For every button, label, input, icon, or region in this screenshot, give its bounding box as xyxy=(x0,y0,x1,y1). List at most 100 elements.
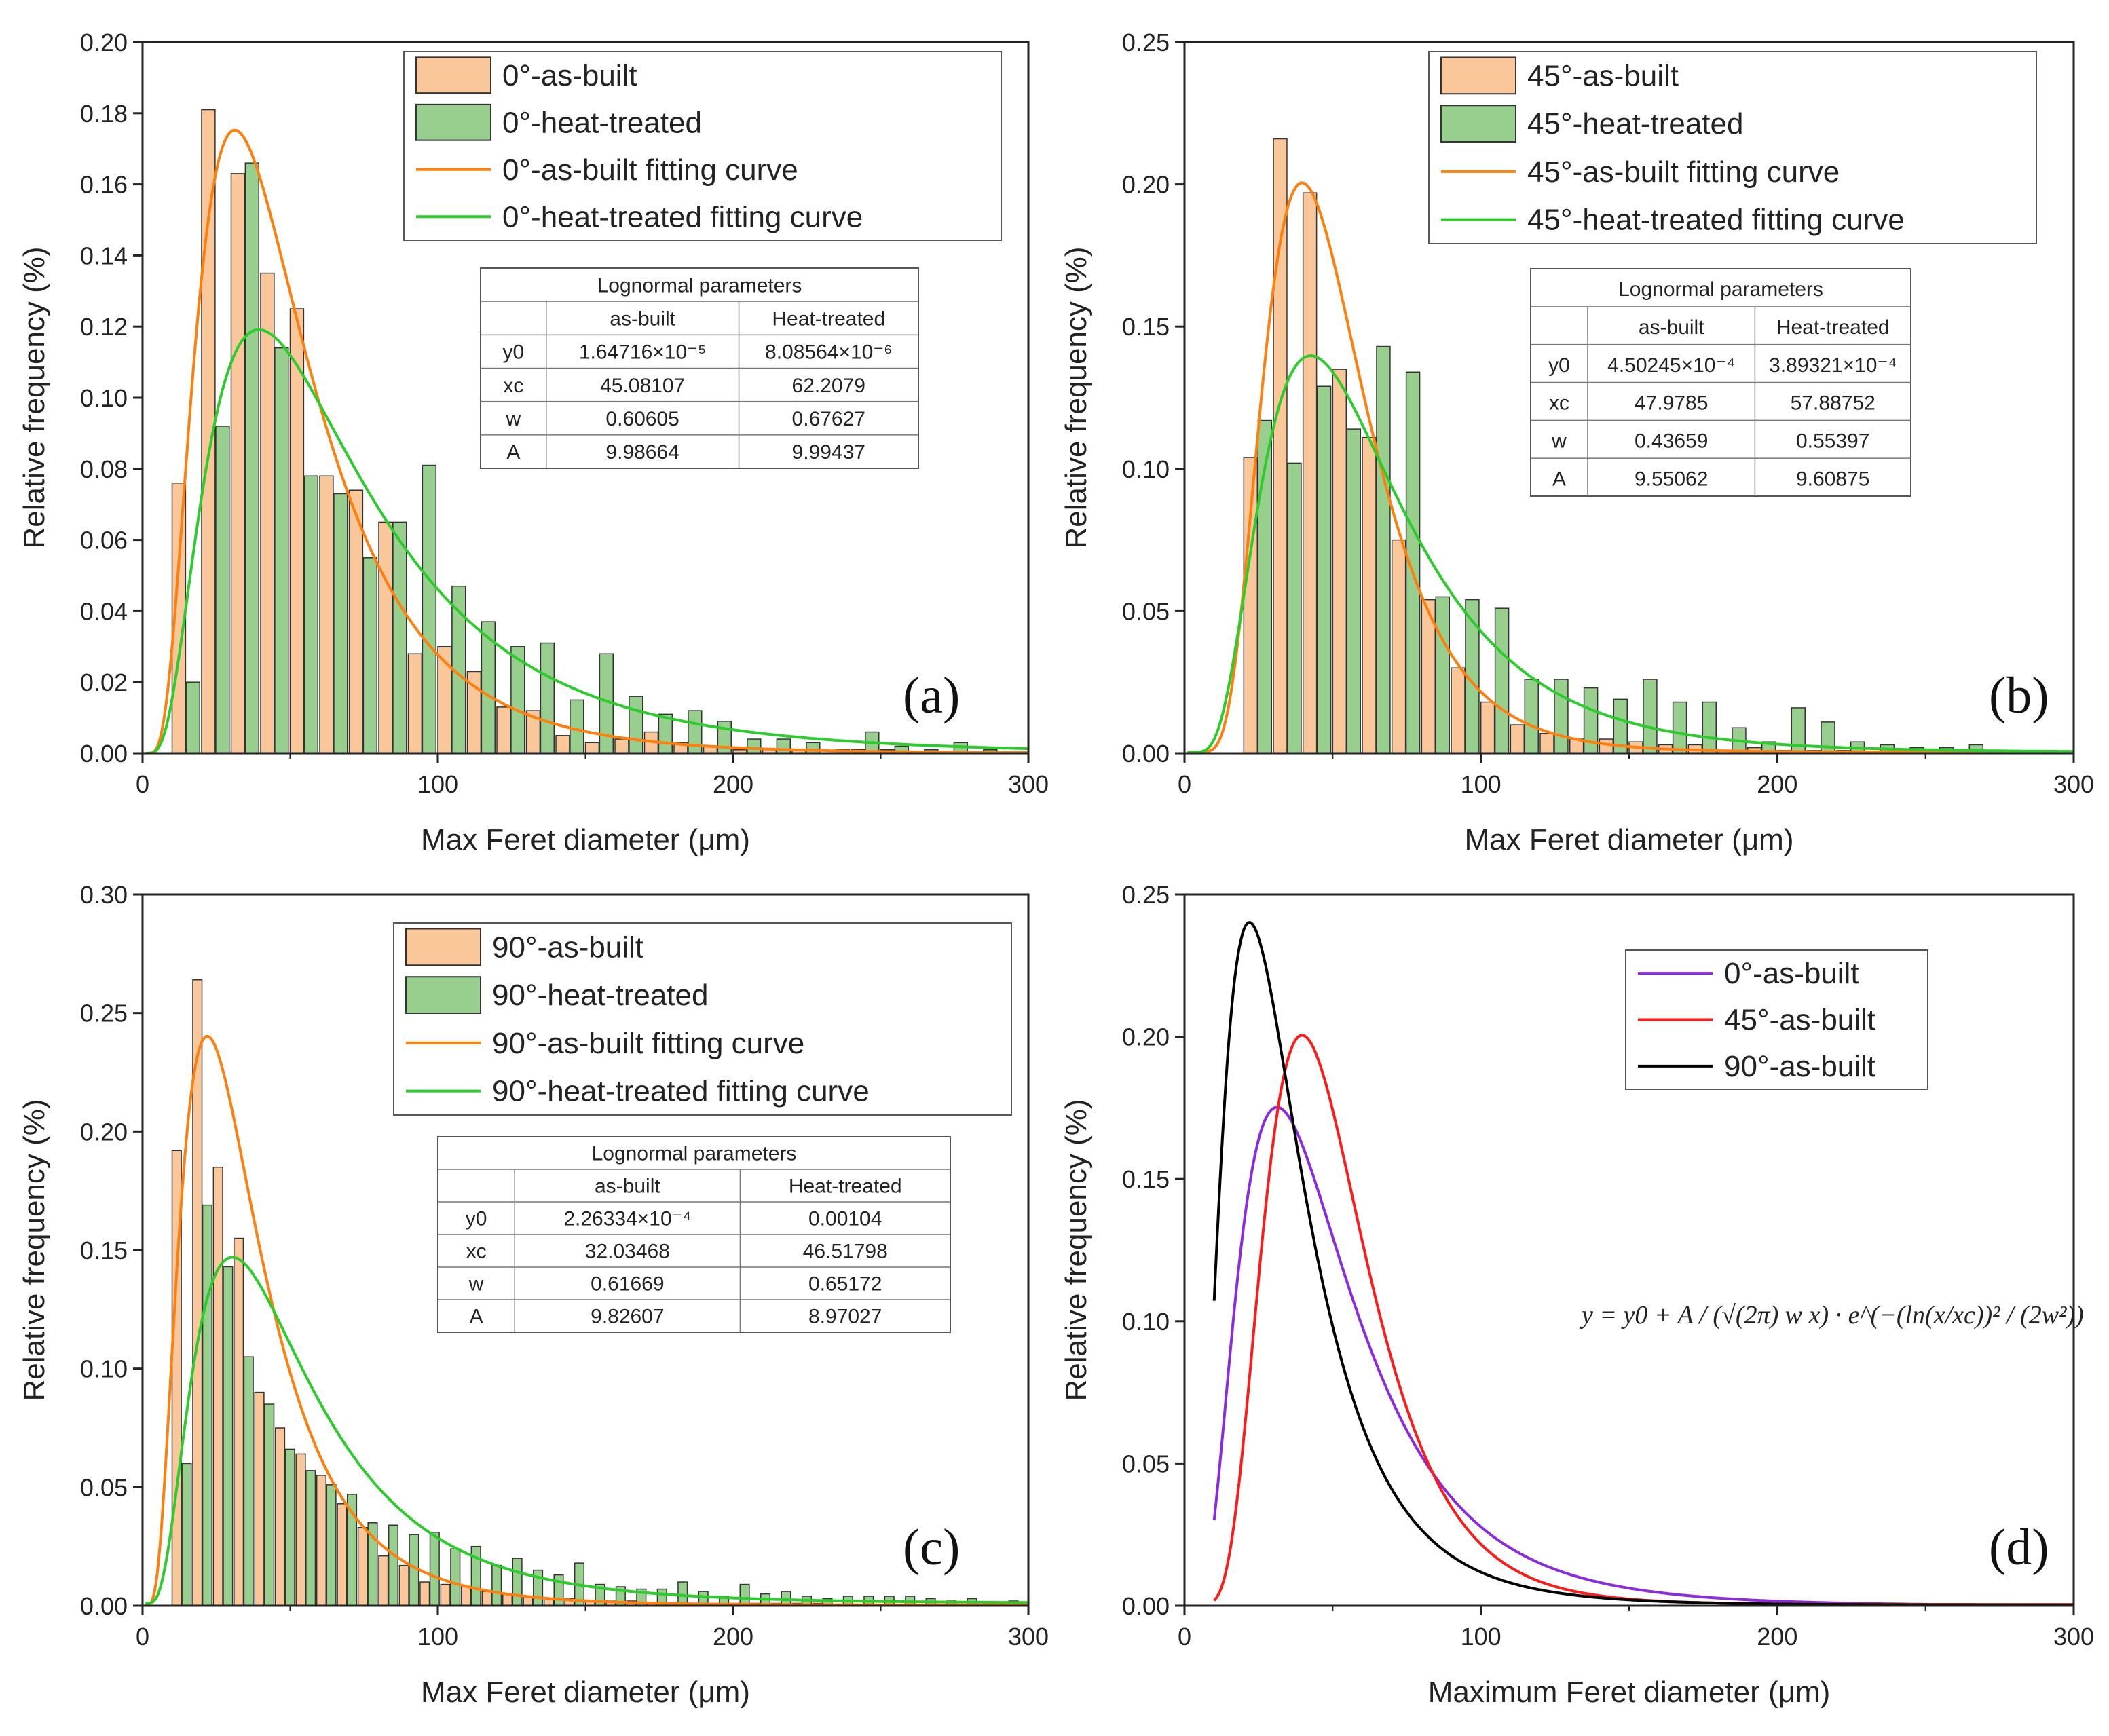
bar-as-built xyxy=(732,749,747,753)
bar-heat-treated xyxy=(1405,371,1421,753)
table-cell: y0 xyxy=(1548,354,1570,377)
parameter-table: Lognormal parameters as-built Heat-treated… xyxy=(1530,268,1911,497)
x-axis-title: Max Feret diameter (μm) xyxy=(421,823,750,856)
bar-heat-treated xyxy=(1346,428,1362,753)
bar-as-built xyxy=(234,1237,244,1606)
table-cell: xc xyxy=(503,375,523,397)
y-tick-label: 0.10 xyxy=(80,384,128,412)
table-title: Lognormal parameters xyxy=(597,274,802,297)
table-cell: 9.98664 xyxy=(605,441,679,464)
bar-as-built xyxy=(398,1564,409,1606)
legend-label: 90°-heat-treated xyxy=(492,979,708,1012)
table-header: Heat-treated xyxy=(1776,316,1890,339)
parameter-table: Lognormal parameters as-built Heat-treated… xyxy=(480,267,919,469)
legend: 0°-as-built 45°-as-built 90°-as-built xyxy=(1625,949,1928,1090)
fit-curve-2 xyxy=(145,328,1028,753)
bar-heat-treated xyxy=(244,162,260,753)
bar-heat-treated xyxy=(658,713,673,753)
legend-label: 90°-as-built fitting curve xyxy=(492,1027,804,1060)
y-tick-label: 0.04 xyxy=(80,597,128,625)
x-tick-label: 200 xyxy=(1757,770,1797,798)
table-cell: w xyxy=(1551,430,1567,453)
bar-heat-treated xyxy=(392,521,407,753)
bar-heat-treated xyxy=(1821,721,1835,753)
panel-b: 0 100 200 300 0.00 0.05 0.10 0.15 0.20 0.25 Max Fe… xyxy=(1060,29,2094,856)
table-cell: 1.64716×10⁻⁵ xyxy=(579,341,707,364)
y-axis-title: Relative frequency (%) xyxy=(1060,246,1093,548)
legend-label: 45°-as-built xyxy=(1527,59,1679,92)
y-tick-label: 0.10 xyxy=(1122,1308,1170,1336)
table-cell: y0 xyxy=(503,341,525,364)
bar-heat-treated xyxy=(822,1598,833,1606)
y-tick-label: 0.05 xyxy=(80,1473,128,1501)
table-header: as-built xyxy=(1639,316,1704,339)
legend-label: 45°-as-built fitting curve xyxy=(1527,155,1840,189)
bar-heat-treated xyxy=(223,1266,234,1606)
y-tick-label: 0.14 xyxy=(80,242,128,269)
table-cell: 8.97027 xyxy=(808,1306,882,1328)
table-cell: 8.08564×10⁻⁶ xyxy=(765,341,893,364)
x-tick-label: 300 xyxy=(2053,770,2094,798)
panel-d: 0 100 200 300 0.00 0.05 0.10 0.15 0.20 0.25 Maximu… xyxy=(1060,881,2094,1709)
panel-letter: (d) xyxy=(1989,1519,2049,1576)
bar-heat-treated xyxy=(1643,679,1658,753)
y-tick-label: 0.16 xyxy=(80,171,128,199)
fit-curve-2 xyxy=(1187,354,2074,753)
bar-heat-treated xyxy=(450,1548,461,1606)
bar-as-built xyxy=(201,109,216,753)
table-cell: 62.2079 xyxy=(792,375,865,397)
bar-as-built xyxy=(1391,539,1406,753)
lognormal-formula: y = y0 + A / (√(2π) w x) · e^(−(ln(x/xc)… xyxy=(1579,1301,2084,1329)
parameter-table: Lognormal parameters as-built Heat-treated… xyxy=(437,1136,951,1333)
bar-as-built xyxy=(254,1391,265,1606)
y-tick-label: 0.00 xyxy=(80,1592,128,1620)
bar-heat-treated xyxy=(629,696,643,753)
bar-as-built xyxy=(289,308,305,753)
bar-heat-treated xyxy=(388,1524,398,1606)
table-cell: 4.50245×10⁻⁴ xyxy=(1607,354,1735,377)
y-tick-label: 0.00 xyxy=(1122,1592,1170,1620)
y-tick-label: 0.00 xyxy=(1122,740,1170,768)
panel-letter: (b) xyxy=(1989,667,2049,724)
series-heat-treated xyxy=(185,162,998,753)
bar-heat-treated xyxy=(470,1545,481,1606)
formula-text: y = y0 + A / (√(2π) w x) · e^(−(ln(x/xc)… xyxy=(1579,1301,2084,1329)
table-header: as-built xyxy=(610,308,675,331)
bar-heat-treated xyxy=(481,621,496,753)
y-tick-label: 0.10 xyxy=(1122,455,1170,483)
table-cell: 9.55062 xyxy=(1635,468,1708,490)
bar-as-built xyxy=(1480,701,1495,753)
bar-as-built xyxy=(461,1586,472,1606)
legend-label: 90°-as-built xyxy=(1724,1050,1875,1083)
table-cell: 9.60875 xyxy=(1796,468,1869,490)
y-tick-label: 0.05 xyxy=(1122,597,1170,625)
legend-label: 0°-as-built fitting curve xyxy=(502,153,798,187)
y-tick-label: 0.02 xyxy=(80,668,128,696)
bar-heat-treated xyxy=(202,1204,212,1606)
bar-heat-treated xyxy=(1702,701,1717,753)
table-cell: w xyxy=(506,408,521,430)
y-tick-label: 0.20 xyxy=(80,29,128,56)
bar-as-built xyxy=(1510,724,1525,753)
y-axis-title: Relative frequency (%) xyxy=(1060,1099,1093,1401)
table-header: as-built xyxy=(595,1175,660,1198)
bar-heat-treated xyxy=(181,1463,192,1606)
bar-as-built xyxy=(316,1475,327,1606)
series-as-built xyxy=(1243,138,1851,753)
bar-heat-treated xyxy=(1524,679,1539,753)
x-tick-label: 100 xyxy=(1461,770,1501,798)
x-tick-label: 200 xyxy=(1757,1623,1797,1650)
y-tick-label: 0.15 xyxy=(80,1237,128,1264)
table-cell: 9.99437 xyxy=(792,441,865,464)
x-axis-title: Max Feret diameter (μm) xyxy=(1465,823,1794,856)
plot-area xyxy=(1187,138,2074,753)
table-cell: 0.00104 xyxy=(808,1208,882,1230)
bar-heat-treated xyxy=(274,347,289,753)
x-tick-label: 100 xyxy=(417,1623,458,1650)
y-tick-label: 0.12 xyxy=(80,313,128,341)
bar-heat-treated xyxy=(512,1558,523,1606)
bar-heat-treated xyxy=(698,1591,709,1606)
fit-curve-2 xyxy=(145,1256,1028,1605)
x-axis-title: Maximum Feret diameter (μm) xyxy=(1428,1676,1831,1709)
panel-a: 0 100 200 300 0.00 0.02 0.04 0.06 0.08 0.10 0.12 0.… xyxy=(18,29,1049,856)
